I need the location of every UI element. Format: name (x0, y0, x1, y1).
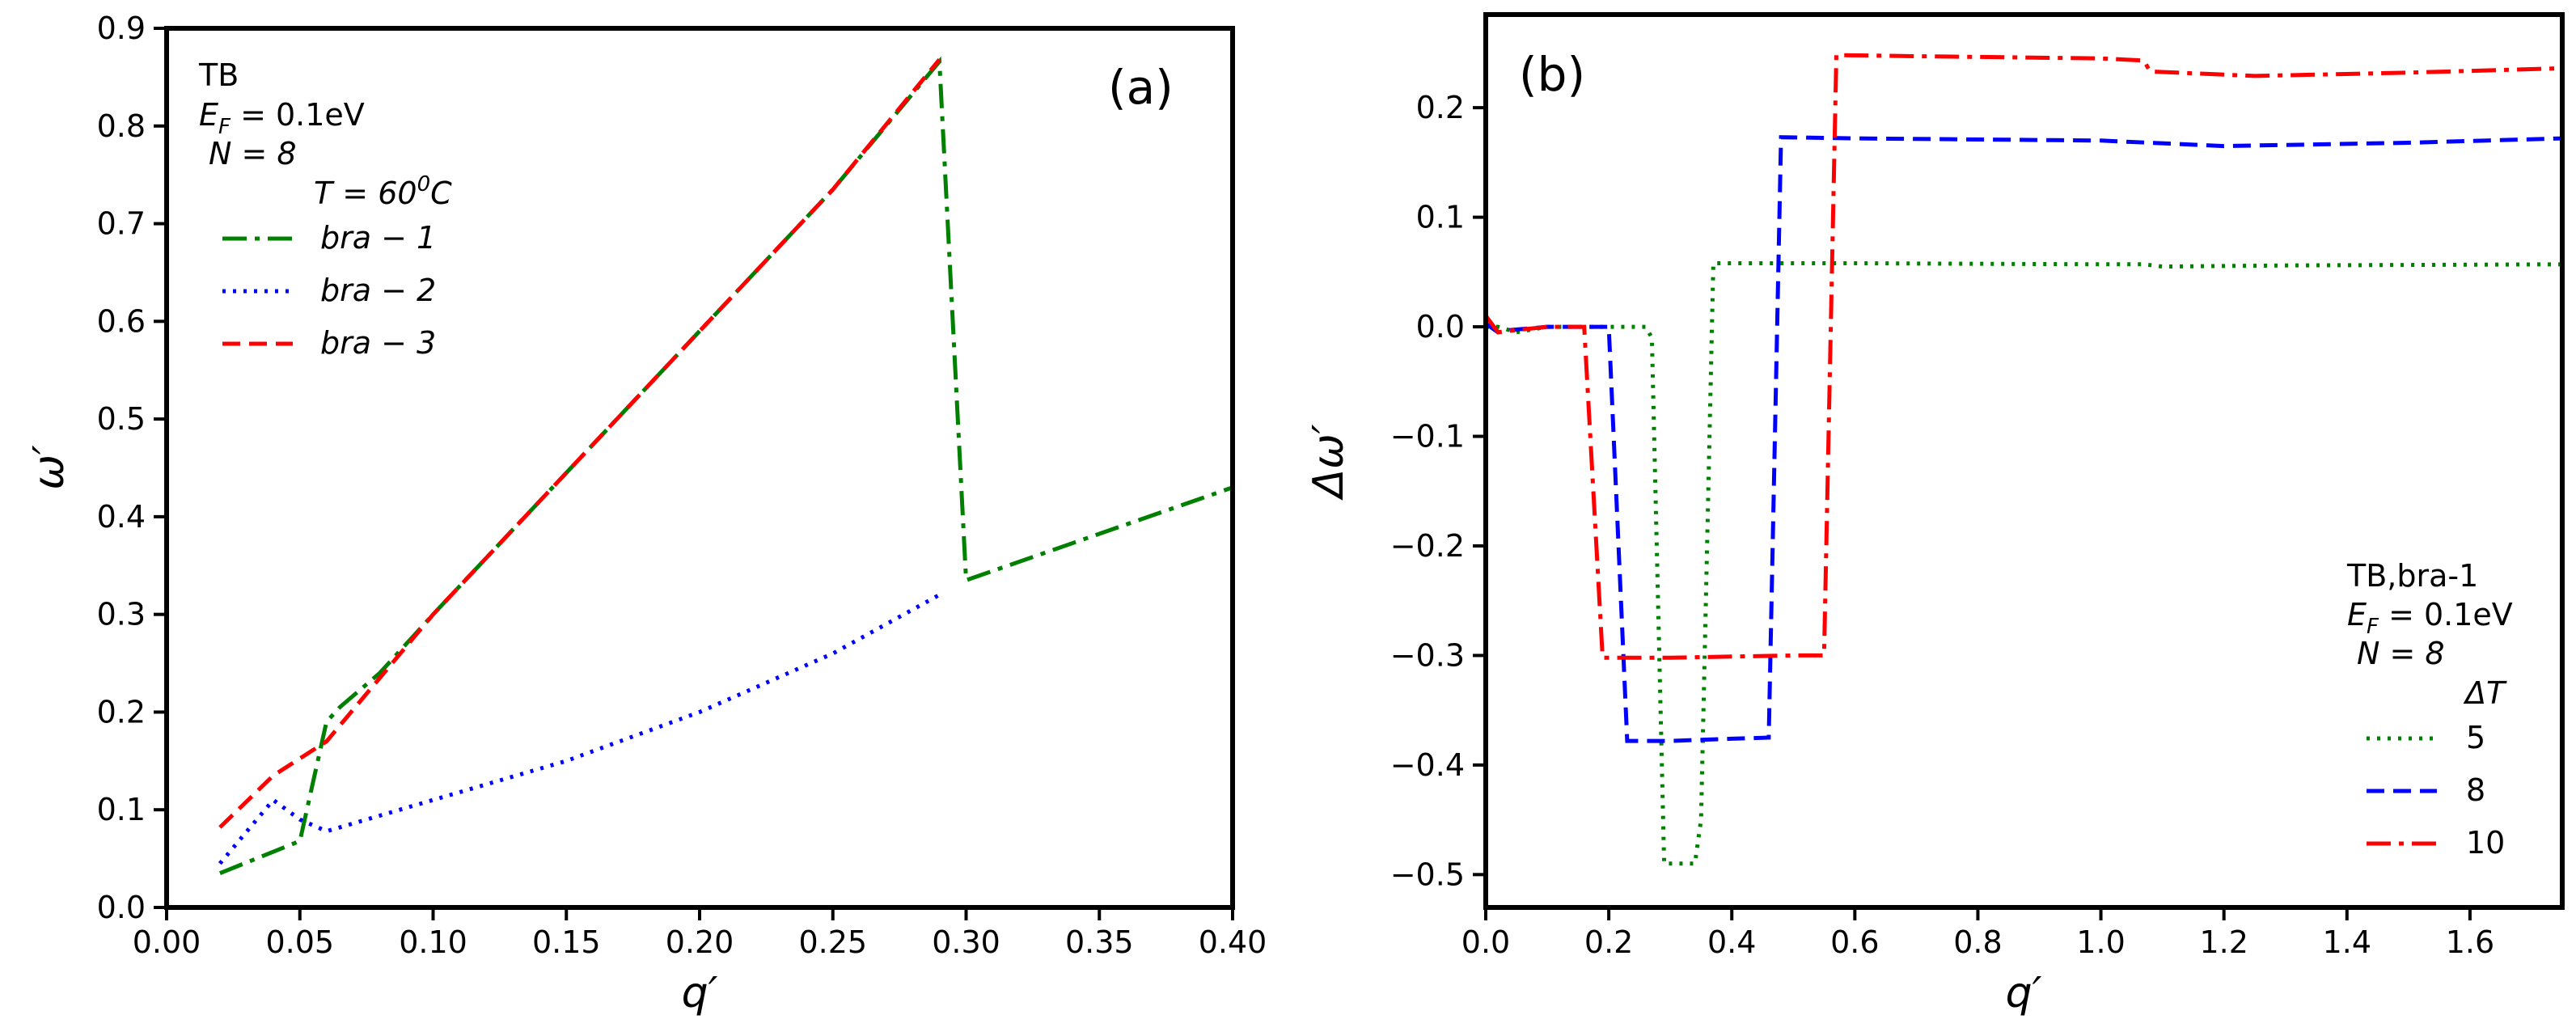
panel-b-annotation-line1: TB,bra-1 (2346, 558, 2478, 594)
panel-a-legend-label-1: bra − 2 (320, 273, 436, 308)
panel-a-y-tick-label: 0.6 (97, 303, 146, 339)
panel-a-x-tick-label: 0.05 (265, 924, 334, 960)
panel-a-x-tick-label: 0.10 (399, 924, 467, 960)
panel-a-ylabel: ω′ (25, 445, 74, 490)
panel-b-annotation: TB,bra-1 EF = 0.1eV N = 8 ΔT 5 8 10 (2346, 558, 2513, 861)
panel-a-legend-label-2: bra − 3 (320, 325, 436, 361)
panel-a-y-tick-label: 0.1 (97, 792, 146, 827)
panel-a-series-2-line (218, 58, 941, 829)
panel-b-label: (b) (1519, 47, 1585, 102)
panel-a-x-tick-label: 0.25 (798, 924, 867, 960)
panel-b-frame (1483, 12, 2565, 910)
panel-a-y-tick-label: 0.3 (97, 597, 146, 632)
panel-b-y-tick-label: 0.2 (1416, 90, 1465, 125)
panel-a-y-tick-label: 0.0 (97, 890, 146, 925)
panel-b-legend-label-1: 8 (2466, 772, 2485, 808)
panel-a-y-tick-label: 0.9 (97, 11, 146, 46)
panel-b-y-tick-label: 0.0 (1416, 309, 1465, 345)
panel-b-y-tick-label: −0.5 (1390, 856, 1465, 892)
panel-a-y-tick-label: 0.4 (97, 499, 146, 535)
panel-a-y-tick-label: 0.7 (97, 206, 146, 242)
panel-b-y-tick-label: −0.3 (1390, 637, 1465, 673)
panel-a-annotation: TB EF = 0.1eV N = 8 T = 600C bra − 1bra … (198, 57, 452, 361)
panel-a-x-tick-label: 0.15 (532, 924, 601, 960)
panel-a: 0.00 0.05 0.10 0.15 0.20 0.25 0.30 0.35 0.40 0.0… (25, 11, 1267, 1017)
panel-a-legend: bra − 1 bra − 2 bra − 3 (222, 220, 436, 361)
panel-b-y-ticks: −0.5 −0.4 −0.3 −0.2 −0.1 0.0 0.1 0.2 (1390, 90, 1486, 892)
panel-b-xlabel: q′ (2006, 969, 2042, 1017)
panel-b-x-tick-label: 1.6 (2446, 924, 2494, 960)
panel-b-y-tick-label: −0.1 (1390, 419, 1465, 455)
panel-b-x-tick-label: 1.2 (2199, 924, 2248, 960)
panel-a-x-tick-label: 0.40 (1199, 924, 1267, 960)
panel-b-x-tick-label: 0.6 (1830, 924, 1879, 960)
panel-a-y-tick-label: 0.2 (97, 694, 146, 730)
panel-a-frame (164, 26, 1235, 910)
panel-b-x-tick-label: 0.2 (1584, 924, 1633, 960)
panel-b-x-tick-label: 0.0 (1461, 924, 1510, 960)
panel-b-x-ticks: 0.0 0.2 0.4 0.6 0.8 1.0 1.2 1.4 1.6 (1461, 907, 2494, 960)
panel-a-x-tick-label: 0.00 (133, 924, 201, 960)
panel-a-xlabel: q′ (682, 969, 718, 1017)
panel-a-label: (a) (1108, 60, 1174, 115)
panel-b-x-tick-label: 1.0 (2076, 924, 2125, 960)
panel-b-annotation-ef: EF = 0.1eV (2347, 597, 2513, 639)
panel-a-y-tick-label: 0.8 (97, 108, 146, 144)
panel-b-x-tick-label: 0.8 (1953, 924, 2002, 960)
panel-b-ylabel: Δω′ (1305, 424, 1353, 501)
panel-a-annotation-ef: EF = 0.1eV (199, 97, 365, 139)
panel-b-x-tick-label: 1.4 (2323, 924, 2371, 960)
panel-a-legend-label-0: bra − 1 (320, 220, 436, 256)
panel-a-x-ticks: 0.00 0.05 0.10 0.15 0.20 0.25 0.30 0.35 0.40 (133, 907, 1267, 960)
panel-a-annotation-n: N = 8 (209, 136, 297, 171)
panel-b-annotation-n: N = 8 (2357, 636, 2445, 671)
panel-a-x-tick-label: 0.35 (1065, 924, 1134, 960)
panel-b: 0.0 0.2 0.4 0.6 0.8 1.0 1.2 1.4 1.6 −0.5 −0.4 −0.3… (1305, 12, 2565, 1017)
panel-b-legend: 5 8 10 (2367, 720, 2505, 861)
panel-b-legend-label-0: 5 (2466, 720, 2485, 755)
panel-b-x-tick-label: 0.4 (1707, 924, 1756, 960)
panel-a-series-1-line (218, 593, 941, 865)
panel-a-x-tick-label: 0.30 (932, 924, 1000, 960)
panel-a-y-tick-label: 0.5 (97, 401, 146, 437)
panel-b-y-tick-label: −0.4 (1390, 747, 1465, 783)
panel-b-legend-label-2: 10 (2466, 825, 2505, 861)
panel-b-series-group (1486, 53, 2562, 866)
panel-a-y-ticks: 0.0 0.1 0.2 0.3 0.4 0.5 0.6 0.7 0.8 0.9 (97, 11, 167, 925)
panel-b-series-2-line (1486, 53, 2562, 660)
panel-a-annotation-line1: TB (198, 57, 239, 93)
panel-b-y-tick-label: 0.1 (1416, 200, 1465, 235)
panel-b-annotation-dt: ΔT (2463, 675, 2507, 711)
panel-a-x-tick-label: 0.20 (666, 924, 734, 960)
panel-a-series-group (218, 56, 1233, 876)
panel-b-y-tick-label: −0.2 (1390, 528, 1465, 564)
panel-a-annotation-t: T = 600C (314, 172, 452, 211)
panel-b-series-0-line (1486, 261, 2562, 866)
